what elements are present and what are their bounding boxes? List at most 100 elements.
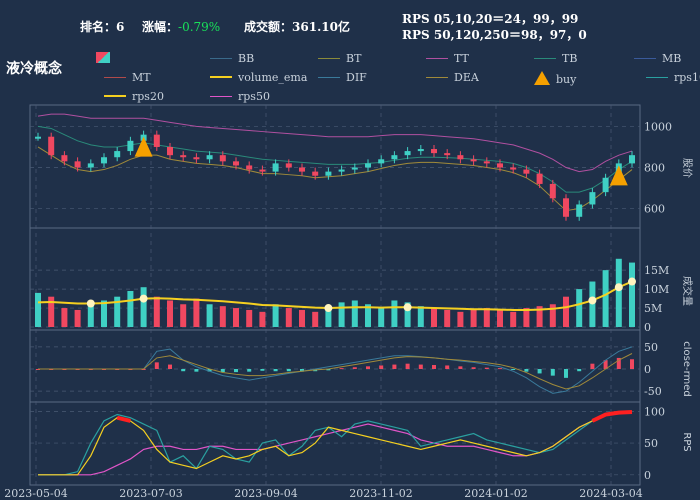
price-candle <box>549 183 556 199</box>
volume-bar <box>87 304 94 327</box>
price-candle <box>48 136 55 156</box>
price-candle <box>285 163 292 168</box>
rps-line-1: RPS 05,10,20＝24，99，99 <box>402 12 579 26</box>
legend-label: buy <box>556 73 577 86</box>
macd-hist-bar <box>286 369 291 372</box>
legend-item: DIF <box>318 71 367 84</box>
macd-hist-bar <box>630 359 634 369</box>
macd-hist-bar <box>577 369 582 372</box>
volume-bar <box>483 308 490 327</box>
volume-bar <box>563 296 569 327</box>
macd-hist-bar <box>379 365 384 369</box>
price-candle <box>563 198 569 217</box>
volume-bar <box>444 309 451 327</box>
macd-axis-label: close-rmed <box>681 341 692 397</box>
price-candle <box>417 149 424 152</box>
macd-hist-bar <box>484 367 489 369</box>
volume-highlight-dot <box>614 283 623 292</box>
x-tick-label: 2023-05-04 <box>4 487 67 500</box>
legend-item <box>96 52 116 65</box>
macd-hist-bar <box>511 369 516 370</box>
macd-hist-bar <box>458 366 463 369</box>
price-candle <box>61 155 68 162</box>
price-tick-label: 600 <box>644 203 665 216</box>
volume-tick-label: 5M <box>644 302 662 315</box>
macd-hist-bar <box>392 364 397 369</box>
price-candle <box>536 173 543 184</box>
macd-tick-label: 50 <box>644 341 658 354</box>
volume-tick-label: 0 <box>644 321 651 334</box>
volume-bar <box>101 300 107 327</box>
rps-tick-label: 100 <box>644 405 665 418</box>
price-candle <box>576 204 583 217</box>
candle-icon <box>96 52 110 63</box>
price-candle <box>602 177 609 193</box>
volume-bar <box>404 302 411 327</box>
volume-bar <box>615 258 622 327</box>
macd-hist-bar <box>550 369 555 376</box>
volume-bar <box>338 302 345 327</box>
price-candle <box>325 171 332 176</box>
rps10-line <box>38 411 633 476</box>
legend-label: TT <box>454 52 469 65</box>
macd-dea-line <box>38 353 633 390</box>
rps-high-segment <box>591 409 633 423</box>
volume-bar <box>510 311 517 327</box>
header-change: 涨幅：-0.79% <box>142 18 220 35</box>
price-candle <box>365 163 371 168</box>
x-tick-label: 2024-03-04 <box>579 487 642 500</box>
volume-ema-line <box>37 280 633 311</box>
macd-hist-bar <box>471 367 476 369</box>
volume-bar <box>602 270 609 327</box>
macd-hist-bar <box>300 369 304 372</box>
volume-bar <box>299 309 305 327</box>
volume-bar <box>219 306 226 327</box>
sector-name: 液冷概念 <box>6 61 62 77</box>
volume-bar <box>549 304 556 327</box>
legend-label: BT <box>346 52 362 65</box>
volume-highlight-dot <box>628 277 636 286</box>
volume-bar <box>246 309 253 327</box>
legend-line-icon <box>210 76 232 78</box>
price-candle <box>35 136 41 139</box>
price-candle <box>391 155 398 160</box>
x-tick-label: 2023-11-02 <box>349 487 412 500</box>
legend-line-icon <box>104 77 126 78</box>
price-candle <box>483 161 490 164</box>
legend-label: rps50 <box>238 90 270 103</box>
volume-bar <box>536 306 543 327</box>
volume-bar <box>48 296 55 327</box>
price-candle <box>272 163 279 172</box>
price-candle <box>193 157 200 160</box>
volume-tick-label: 15M <box>644 264 669 277</box>
legend-item: rps50 <box>210 90 270 103</box>
volume-bar <box>206 304 213 327</box>
volume-bar <box>114 296 121 327</box>
price-candle <box>351 167 358 170</box>
volume-bar <box>180 304 187 327</box>
rps-tick-label: 0 <box>644 469 651 482</box>
legend-item: rps20 <box>104 90 164 103</box>
macd-hist-bar <box>154 362 159 369</box>
x-tick-label: 2024-01-02 <box>464 487 527 500</box>
price-candle <box>444 153 451 156</box>
macd-hist-bar <box>418 364 423 369</box>
legend-label: DEA <box>454 71 479 84</box>
price-candle <box>523 169 530 174</box>
legend-item: DEA <box>426 71 479 84</box>
macd-hist-bar <box>603 360 608 369</box>
volume-bar <box>576 289 583 327</box>
legend-item: MT <box>104 71 151 84</box>
volume-highlight-dot <box>139 294 148 303</box>
macd-hist-bar <box>326 369 331 371</box>
volume-bar <box>285 308 292 327</box>
macd-hist-bar <box>181 369 186 372</box>
change-label: 涨幅： <box>142 20 179 34</box>
price-candle <box>312 171 319 176</box>
legend-line-icon <box>426 58 448 59</box>
x-tick-label: 2023-09-04 <box>234 487 297 500</box>
legend-line-icon <box>318 58 340 59</box>
volume-bar <box>497 309 503 327</box>
volume-bar <box>523 308 530 327</box>
